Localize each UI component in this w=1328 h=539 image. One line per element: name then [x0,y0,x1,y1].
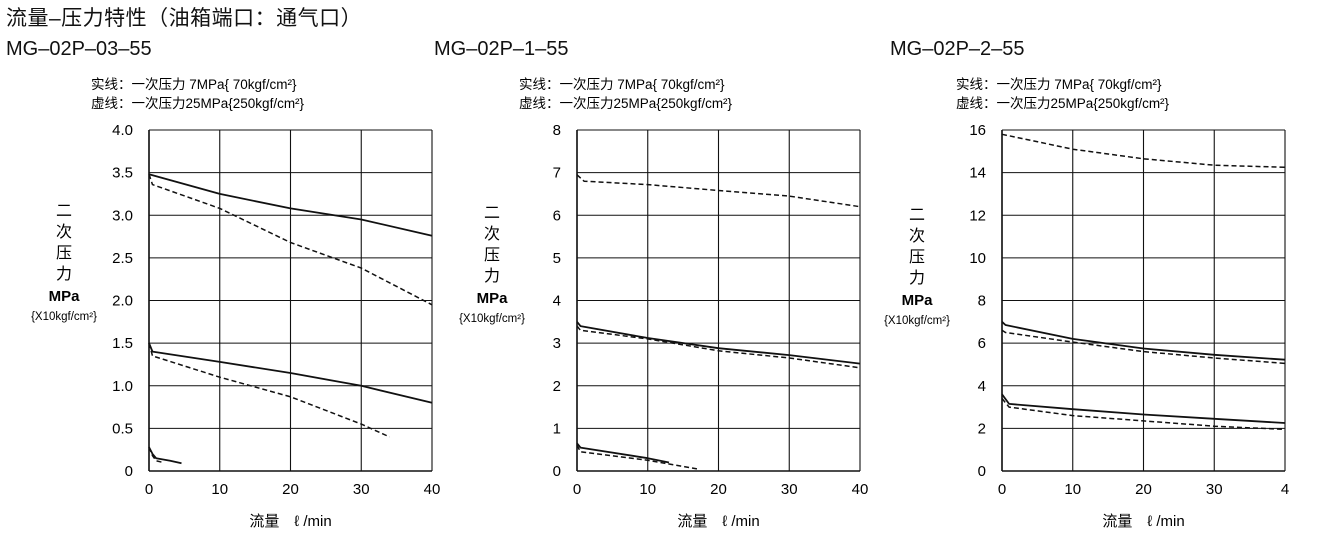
y-tick-label: 4 [978,378,986,395]
x-tick-label: 40 [852,481,869,498]
chart-panel-3: MG–02P–2–55 实线：一次压力 7MPa{ 70kgf/cm²} 虚线：一… [884,38,1310,538]
y-axis-label-char: 压 [56,245,72,262]
y-axis-label-char: 二 [484,205,500,222]
y-axis-label-char: 次 [56,223,72,241]
series-line-solid [148,342,433,404]
y-tick-label: 8 [553,122,561,139]
y-tick-label: 3.5 [112,165,133,182]
y-axis-label-char: 次 [484,225,500,243]
x-tick-label: 40 [424,481,441,498]
y-tick-label: 0.5 [112,420,133,437]
y-tick-label: 12 [969,207,986,224]
series-line-dashed [576,174,861,208]
x-tick-label: 30 [353,481,370,498]
y-axis-label-char: 压 [484,247,500,264]
y-tick-label: 4 [553,293,561,310]
y-tick-label: 0 [125,463,133,480]
y-axis-label-char: 力 [484,267,500,285]
legend-entry: 虚线：一次压力25MPa{250kgf/cm²} [91,96,305,111]
y-axis-unit: MPa [49,288,81,305]
y-axis-label-char: 二 [56,203,72,220]
y-axis-unit: MPa [902,292,934,309]
series-line-dashed [148,342,390,438]
x-axis-label: 流量 ℓ /min [1102,513,1184,530]
y-axis-label-char: 力 [909,269,925,287]
x-tick-label: 10 [639,481,656,498]
y-axis-unit: MPa [477,290,509,307]
y-tick-label: 1.5 [112,335,133,352]
series-line-dashed [576,445,698,470]
x-tick-label: 20 [282,481,299,498]
legend-entry: 实线：一次压力 7MPa{ 70kgf/cm²} [956,77,1162,92]
y-axis-unit-sub: {X10kgf/cm²} [31,311,97,323]
y-tick-label: 4.0 [112,122,133,139]
y-tick-label: 0 [978,463,986,480]
x-tick-label: 30 [1206,481,1223,498]
y-axis-unit-sub: {X10kgf/cm²} [459,313,525,325]
y-tick-label: 1 [553,420,561,437]
chart-panel-1: MG–02P–03–55 实线：一次压力 7MPa{ 70kgf/cm²} 虚线：… [6,38,440,538]
model-name: MG–02P–1–55 [434,38,569,60]
y-tick-label: 2 [553,378,561,395]
y-tick-label: 2.0 [112,293,133,310]
y-tick-label: 3.0 [112,207,133,224]
x-tick-label: 0 [145,481,153,498]
chart-panel-2: MG–02P–1–55 实线：一次压力 7MPa{ 70kgf/cm²} 虚线：一… [434,38,868,538]
series-line-dashed [576,325,861,369]
y-axis-label-char: 次 [909,227,925,245]
series-line-dashed [1001,398,1286,431]
legend-entry: 虚线：一次压力25MPa{250kgf/cm²} [519,96,733,111]
x-tick-label: 4 [1281,481,1289,498]
series-line-solid [148,446,182,465]
x-tick-label: 20 [710,481,727,498]
x-axis-label: 流量 ℓ /min [249,513,331,530]
series-line-dashed [148,446,164,464]
chart-svg-1: 实线：一次压力 7MPa{ 70kgf/cm²} 虚线：一次压力25MPa{250… [31,77,440,530]
series-line-solid [1001,321,1286,361]
x-tick-label: 20 [1135,481,1152,498]
series-line-dashed [148,174,433,306]
y-axis-label-char: 压 [909,249,925,266]
series-line-solid [148,173,433,237]
y-tick-label: 6 [978,335,986,352]
series-line-solid [1001,393,1286,424]
y-tick-label: 10 [969,250,986,267]
y-tick-label: 0 [553,463,561,480]
y-axis-label-char: 二 [909,207,925,224]
x-tick-label: 0 [573,481,581,498]
x-axis-label: 流量 ℓ /min [677,513,759,530]
x-tick-label: 0 [998,481,1006,498]
series-line-dashed [1001,329,1286,365]
y-axis-label-char: 力 [56,265,72,283]
legend-entry: 虚线：一次压力25MPa{250kgf/cm²} [956,96,1170,111]
page-title: 流量–压力特性（油箱端口：通气口） [6,7,363,30]
y-tick-label: 16 [969,122,986,139]
series-line-dashed [1001,133,1286,169]
model-name: MG–02P–2–55 [890,38,1025,60]
series-line-solid [576,442,670,464]
y-tick-label: 6 [553,207,561,224]
chart-svg-3: 实线：一次压力 7MPa{ 70kgf/cm²} 虚线：一次压力25MPa{250… [884,77,1289,530]
chart-svg-2: 实线：一次压力 7MPa{ 70kgf/cm²} 虚线：一次压力25MPa{250… [459,77,868,530]
y-tick-label: 2.5 [112,250,133,267]
x-tick-label: 10 [1064,481,1081,498]
y-tick-label: 1.0 [112,378,133,395]
y-tick-label: 5 [553,250,561,267]
legend-entry: 实线：一次压力 7MPa{ 70kgf/cm²} [519,77,725,92]
y-tick-label: 14 [969,165,986,182]
y-tick-label: 2 [978,420,986,437]
x-tick-label: 30 [781,481,798,498]
x-tick-label: 10 [211,481,228,498]
y-tick-label: 3 [553,335,561,352]
model-name: MG–02P–03–55 [6,38,152,60]
series-line-solid [576,321,861,365]
y-tick-label: 7 [553,165,561,182]
y-tick-label: 8 [978,293,986,310]
legend-entry: 实线：一次压力 7MPa{ 70kgf/cm²} [91,77,297,92]
y-axis-unit-sub: {X10kgf/cm²} [884,315,950,327]
